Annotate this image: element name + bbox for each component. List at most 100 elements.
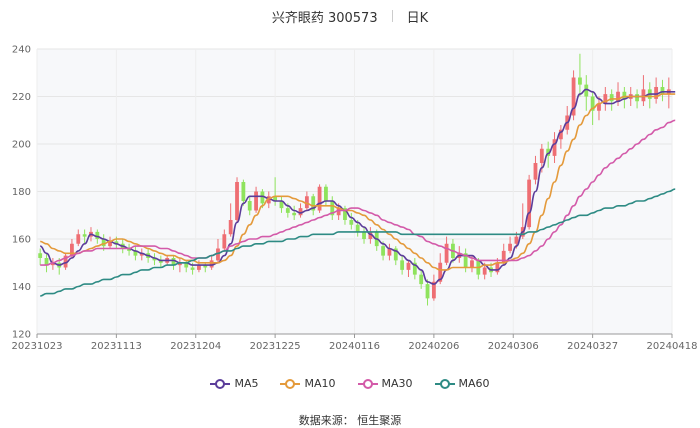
- candle-body: [362, 231, 366, 239]
- candle-body: [292, 212, 297, 216]
- candle-body: [393, 248, 398, 261]
- x-tick-label: 20231204: [170, 341, 221, 352]
- candle-body: [539, 148, 544, 163]
- candle-body: [444, 243, 449, 263]
- candle-body: [482, 267, 487, 275]
- candle-body: [546, 148, 551, 156]
- x-tick-label: 20240418: [647, 341, 698, 352]
- candle-body: [406, 262, 411, 270]
- candle-body: [279, 201, 284, 209]
- candle-body: [63, 255, 68, 268]
- candle-body: [44, 258, 49, 266]
- y-tick-label: 220: [12, 92, 31, 103]
- candle-body: [228, 220, 233, 235]
- candle-body: [635, 94, 639, 102]
- candle-body: [324, 186, 328, 201]
- x-tick-label: 20231113: [91, 341, 142, 352]
- y-tick-label: 200: [12, 140, 31, 151]
- legend-label: MA5: [234, 377, 259, 390]
- candle-body: [222, 234, 227, 249]
- candle-body: [400, 260, 405, 270]
- candle-body: [298, 208, 303, 216]
- data-source: 数据来源： 恒生聚源: [298, 414, 402, 427]
- candle-body: [216, 248, 220, 261]
- legend-item-ma5[interactable]: MA5: [210, 377, 258, 390]
- x-tick-label: 20231225: [250, 341, 301, 352]
- candle-body: [50, 262, 55, 266]
- candle-body: [609, 94, 614, 102]
- candle-body: [133, 250, 138, 256]
- candle-body: [336, 208, 341, 216]
- candle-body: [266, 196, 271, 204]
- candle-body: [158, 260, 163, 263]
- candle-body: [171, 258, 176, 266]
- candle-body: [571, 77, 576, 116]
- y-tick-label: 160: [12, 235, 31, 246]
- candle-body: [70, 243, 74, 256]
- candle-body: [527, 179, 532, 228]
- candle-body: [578, 77, 582, 85]
- candle-body: [558, 129, 563, 140]
- candle-body: [387, 248, 392, 256]
- x-tick-label: 20240327: [567, 341, 618, 352]
- legend-marker: [357, 378, 378, 389]
- candle-body: [431, 281, 436, 299]
- ma10-line: [40, 93, 676, 271]
- ma5-line: [39, 88, 676, 285]
- candle-body: [508, 243, 512, 251]
- candle-body: [82, 234, 87, 237]
- x-tick-label: 20240116: [329, 341, 380, 352]
- candle-body: [197, 265, 201, 270]
- stock-name: 兴齐眼药 300573: [271, 10, 378, 26]
- candle-body: [501, 250, 506, 263]
- candle-body: [139, 253, 144, 256]
- candle-body: [177, 262, 182, 266]
- candle-body: [495, 262, 500, 273]
- candle-body: [438, 262, 443, 282]
- candle-body: [235, 182, 239, 220]
- legend-item-ma30[interactable]: MA30: [357, 377, 413, 390]
- candle-body: [355, 224, 360, 232]
- x-tick-label: 20240306: [488, 341, 539, 352]
- candle-body: [247, 201, 252, 211]
- candle-body: [108, 241, 112, 247]
- candle-body: [590, 96, 595, 111]
- candle-body: [101, 239, 106, 247]
- candle-body: [514, 236, 519, 244]
- legend-item-ma60[interactable]: MA60: [434, 377, 490, 390]
- y-tick-label: 120: [12, 330, 31, 341]
- candle-body: [254, 191, 258, 211]
- candlestick-chart: 120 140 160 180 200 220 240 20231023 20231113 202…: [12, 45, 698, 353]
- legend-marker: [434, 378, 455, 389]
- candle-body: [95, 231, 100, 239]
- candle-body: [470, 260, 474, 268]
- candle-body: [260, 191, 265, 204]
- candle-body: [184, 262, 189, 268]
- legend: MA5 MA10 MA30 MA60: [0, 377, 700, 390]
- candle-body: [660, 87, 665, 95]
- candle-body: [622, 91, 627, 99]
- ma60-line: [40, 188, 676, 297]
- legend-label: MA30: [381, 377, 413, 390]
- y-tick-label: 140: [12, 282, 31, 293]
- candle-body: [463, 253, 468, 268]
- title-separator: [391, 10, 393, 22]
- legend-item-ma10[interactable]: MA10: [280, 377, 336, 390]
- candle-body: [304, 196, 309, 209]
- candle-body: [419, 274, 424, 285]
- candle-body: [616, 91, 620, 102]
- candle-body: [273, 196, 278, 201]
- candle-body: [343, 208, 347, 220]
- candle-body: [641, 89, 646, 102]
- chart-title: 兴齐眼药 300573 日K: [0, 6, 700, 26]
- candle-body: [241, 182, 246, 201]
- candle-body: [285, 208, 290, 213]
- candle-body: [152, 258, 157, 261]
- candle-body: [317, 186, 322, 211]
- candle-body: [349, 220, 354, 225]
- legend-label: MA60: [458, 377, 490, 390]
- candle-body: [203, 265, 208, 268]
- candle-body: [209, 260, 214, 268]
- period-label: 日K: [406, 10, 429, 26]
- candle-body: [654, 87, 659, 99]
